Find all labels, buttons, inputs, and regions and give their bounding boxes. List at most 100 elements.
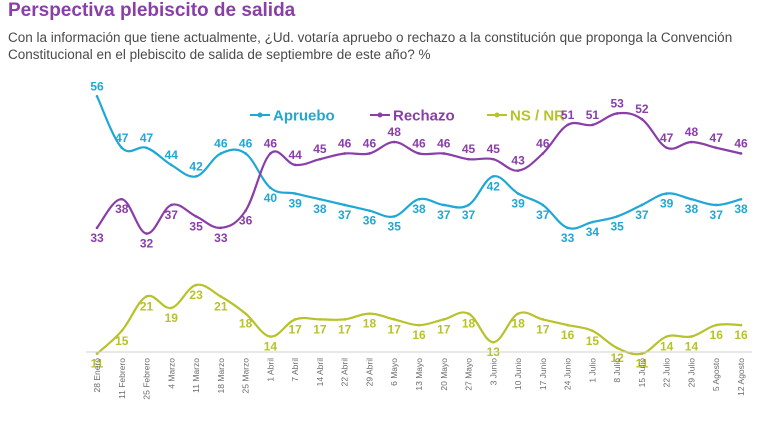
data-label: 35	[610, 219, 624, 233]
data-label: 18	[239, 317, 253, 331]
data-point	[269, 186, 272, 190]
data-label: 47	[140, 131, 154, 145]
x-tick-label: 22 Abril	[340, 358, 350, 386]
data-label: 47	[660, 131, 674, 145]
legend-marker-2	[494, 112, 500, 118]
data-point	[690, 197, 693, 201]
data-point	[516, 169, 520, 172]
chart-subtitle: Con la información que tiene actualmente…	[8, 30, 733, 62]
x-tick-label: 10 Junio	[513, 358, 523, 390]
x-tick-label: 1 Abril	[265, 358, 275, 382]
data-point	[194, 215, 198, 218]
data-point	[368, 312, 371, 315]
data-point	[244, 152, 247, 155]
data-point	[690, 335, 693, 338]
x-tick-label: 7 Abril	[290, 358, 300, 382]
data-point	[541, 203, 545, 207]
data-point	[318, 318, 322, 321]
data-label: 39	[511, 197, 525, 211]
data-label: 37	[462, 208, 476, 222]
legend-label-1: Rechazo	[393, 108, 455, 125]
data-point	[739, 152, 743, 155]
data-label: 46	[536, 136, 550, 150]
data-point	[343, 152, 346, 155]
data-point	[442, 318, 446, 321]
data-point	[714, 203, 718, 207]
data-point	[145, 232, 148, 235]
data-point	[665, 192, 668, 195]
data-point	[516, 192, 520, 195]
data-label: 33	[561, 231, 575, 245]
data-label: 18	[511, 317, 525, 331]
data-label: 46	[363, 136, 377, 150]
data-label: 14	[685, 340, 699, 354]
data-label: 46	[734, 136, 748, 150]
data-label: 35	[189, 219, 203, 233]
x-tick-label: 18 Marzo	[216, 358, 226, 394]
data-point	[244, 209, 247, 212]
data-point	[665, 146, 668, 150]
x-tick-label: 13 Mayo	[414, 358, 424, 391]
data-label: 17	[313, 322, 327, 336]
data-label: 36	[239, 214, 253, 228]
data-label: 18	[462, 317, 476, 331]
x-tick-label: 27 Mayo	[464, 358, 474, 391]
data-label: 15	[115, 334, 129, 348]
data-point	[293, 192, 297, 195]
data-point	[194, 283, 198, 287]
data-point	[368, 209, 371, 212]
data-point	[739, 323, 743, 327]
data-point	[442, 152, 446, 155]
data-label: 44	[165, 148, 179, 162]
x-tick-label: 1 Julio	[587, 358, 597, 383]
data-point	[467, 203, 470, 207]
data-label: 48	[685, 125, 699, 139]
data-label: 12	[610, 351, 624, 365]
data-point	[690, 140, 693, 144]
data-label: 42	[189, 159, 203, 173]
data-point	[95, 226, 99, 230]
data-labels: 56 47 47 44 42 46 46 40 39 38 37 36 35 38 37 37 42 39 37 33…	[90, 79, 748, 370]
data-point	[566, 226, 569, 230]
data-point	[343, 203, 346, 207]
data-label: 46	[412, 136, 426, 150]
data-point	[318, 157, 322, 161]
data-label: 17	[388, 322, 402, 336]
chart-title: Perspectiva plebiscito de salida	[8, 0, 296, 21]
data-point	[95, 352, 99, 355]
data-label: 44	[288, 148, 302, 162]
data-label: 46	[264, 136, 278, 150]
data-label: 11	[91, 357, 104, 371]
data-label: 37	[635, 208, 649, 222]
data-point	[442, 203, 446, 207]
x-tick-label: 12 Agosto	[736, 358, 746, 396]
data-point	[293, 318, 297, 321]
x-tick-label: 17 Junio	[538, 358, 548, 390]
data-label: 17	[437, 322, 451, 336]
x-tick-label: 29 Julio	[686, 358, 696, 388]
data-point	[392, 318, 396, 321]
x-tick-label: 11 Febrero	[117, 358, 127, 399]
data-label: 48	[388, 125, 402, 139]
data-label: 38	[313, 202, 327, 216]
data-point	[714, 146, 718, 150]
data-point	[219, 295, 223, 298]
data-label: 52	[635, 102, 649, 116]
data-point	[244, 312, 247, 315]
data-label: 21	[140, 299, 154, 313]
data-point	[343, 318, 346, 321]
data-label: 45	[313, 142, 327, 156]
data-point	[293, 163, 297, 167]
data-point	[95, 94, 99, 98]
data-point	[145, 146, 148, 150]
data-point	[120, 329, 124, 333]
x-tick-label: 14 Abril	[315, 358, 325, 386]
data-label: 45	[487, 142, 501, 156]
data-point	[219, 226, 223, 230]
data-label: 38	[412, 202, 426, 216]
data-label: 37	[437, 208, 451, 222]
series-lines	[95, 94, 743, 356]
data-label: 19	[165, 311, 179, 325]
data-point	[392, 140, 396, 144]
data-label: 16	[561, 328, 575, 342]
